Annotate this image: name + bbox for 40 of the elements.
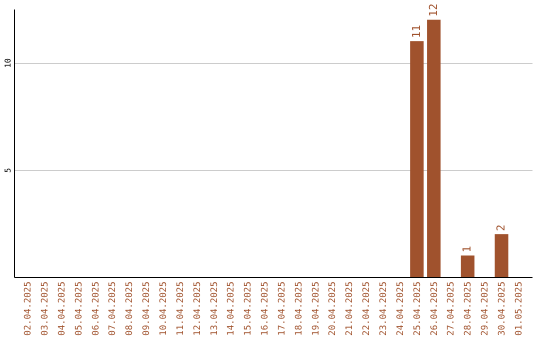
data-label: 12 xyxy=(426,3,440,17)
y-tick-label: 5 xyxy=(4,168,12,173)
x-tick-label: 14.04.2025 xyxy=(226,282,237,336)
x-tick-label: 11.04.2025 xyxy=(176,282,186,336)
x-tick-label: 02.04.2025 xyxy=(24,282,34,336)
bar xyxy=(494,234,508,277)
x-tick-label: 17.04.2025 xyxy=(277,282,288,336)
x-tick-label: 12.04.2025 xyxy=(192,282,203,336)
x-tick-label: 05.04.2025 xyxy=(74,282,84,336)
x-tick-label: 10.04.2025 xyxy=(158,282,169,336)
data-label: 11 xyxy=(410,24,423,38)
x-tick-label: 03.04.2025 xyxy=(40,282,50,336)
x-tick-label: 29.04.2025 xyxy=(480,282,491,336)
bar xyxy=(410,41,424,277)
x-tick-label: 07.04.2025 xyxy=(108,282,118,336)
y-tick-label: 10 xyxy=(4,58,12,68)
x-tick-label: 24.04.2025 xyxy=(396,282,406,336)
x-tick-label: 25.04.2025 xyxy=(412,282,423,336)
x-tick-label: 26.04.2025 xyxy=(430,282,440,336)
x-tick-label: 06.04.2025 xyxy=(91,282,102,336)
bar xyxy=(427,20,441,277)
x-tick-label: 18.04.2025 xyxy=(294,282,304,336)
bar xyxy=(460,256,474,277)
x-tick-label: 09.04.2025 xyxy=(142,282,152,336)
x-tick-label: 20.04.2025 xyxy=(328,282,338,336)
x-tick-label: 30.04.2025 xyxy=(498,282,508,336)
data-label: 2 xyxy=(494,224,508,232)
x-tick-label: 16.04.2025 xyxy=(260,282,271,336)
x-tick-label: 13.04.2025 xyxy=(210,282,220,336)
x-tick-label: 04.04.2025 xyxy=(57,282,68,336)
x-tick-label: 23.04.2025 xyxy=(379,282,390,336)
x-tick-label: 21.04.2025 xyxy=(345,282,356,336)
x-tick-label: 19.04.2025 xyxy=(311,282,322,336)
x-tick-label: 27.04.2025 xyxy=(446,282,457,336)
x-tick-label: 28.04.2025 xyxy=(464,282,474,336)
x-tick-label: 01.05.2025 xyxy=(514,282,524,336)
x-tick-label: 08.04.2025 xyxy=(125,282,136,336)
data-label: 1 xyxy=(460,246,474,253)
x-tick-label: 22.04.2025 xyxy=(362,282,372,336)
x-tick-label: 15.04.2025 xyxy=(244,282,254,336)
